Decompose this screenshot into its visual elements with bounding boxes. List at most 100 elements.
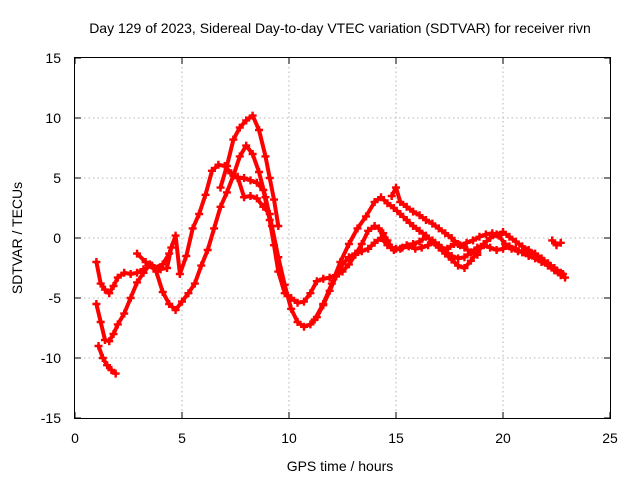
data-point bbox=[409, 207, 418, 216]
data-point bbox=[556, 268, 565, 277]
y-axis-label: SDTVAR / TECUs bbox=[9, 182, 25, 294]
data-point bbox=[460, 243, 469, 252]
data-point bbox=[113, 273, 122, 282]
chart-title: Day 129 of 2023, Sidereal Day-to-day VTE… bbox=[89, 20, 591, 36]
data-point bbox=[454, 261, 463, 270]
data-point bbox=[246, 176, 255, 185]
series-trace-d bbox=[133, 172, 565, 272]
data-point bbox=[344, 253, 353, 262]
y-tick-label: -5 bbox=[49, 290, 62, 306]
data-point bbox=[229, 135, 238, 144]
data-point bbox=[265, 174, 274, 182]
data-point bbox=[163, 264, 172, 272]
data-point bbox=[274, 222, 283, 230]
data-point bbox=[94, 342, 103, 350]
data-point bbox=[165, 249, 174, 258]
data-point bbox=[434, 224, 443, 233]
data-point bbox=[248, 150, 257, 158]
data-point bbox=[120, 268, 129, 277]
data-point bbox=[511, 244, 520, 253]
x-tick-label: 5 bbox=[178, 430, 186, 446]
data-point bbox=[133, 278, 142, 287]
data-point bbox=[222, 162, 231, 170]
data-point bbox=[100, 336, 109, 344]
data-point bbox=[201, 190, 210, 199]
data-point bbox=[175, 270, 184, 278]
data-point bbox=[267, 222, 276, 230]
data-point bbox=[428, 219, 437, 228]
data-point bbox=[364, 244, 373, 253]
data-point bbox=[441, 249, 450, 258]
data-point bbox=[409, 222, 418, 230]
data-point bbox=[171, 231, 180, 240]
data-point bbox=[543, 259, 552, 268]
x-tick-label: 15 bbox=[388, 430, 404, 446]
data-point bbox=[486, 243, 495, 252]
data-point bbox=[524, 252, 533, 260]
data-point bbox=[188, 224, 197, 233]
data-point bbox=[184, 289, 193, 298]
data-point bbox=[287, 304, 296, 313]
data-point bbox=[210, 224, 219, 233]
data-point bbox=[379, 229, 388, 238]
data-point bbox=[105, 337, 114, 346]
data-point bbox=[374, 224, 383, 233]
data-point bbox=[158, 288, 167, 296]
data-point bbox=[100, 285, 109, 294]
data-point bbox=[299, 297, 308, 306]
data-point bbox=[392, 183, 400, 192]
data-point bbox=[233, 172, 242, 181]
data-point bbox=[488, 229, 497, 238]
data-point bbox=[96, 318, 105, 326]
data-point bbox=[167, 243, 176, 252]
data-point bbox=[280, 280, 289, 289]
data-point bbox=[449, 240, 458, 248]
data-point bbox=[248, 111, 257, 120]
data-point bbox=[109, 330, 118, 338]
y-tick-label: 0 bbox=[53, 230, 61, 246]
data-point bbox=[312, 277, 321, 286]
data-point bbox=[252, 178, 261, 187]
data-point bbox=[537, 254, 546, 263]
data-point bbox=[454, 240, 463, 248]
data-point bbox=[96, 279, 105, 288]
data-point bbox=[107, 366, 116, 374]
data-point bbox=[351, 249, 360, 258]
data-point bbox=[178, 297, 186, 306]
data-point bbox=[158, 260, 167, 269]
data-point bbox=[242, 116, 251, 125]
data-point bbox=[319, 274, 328, 283]
data-point bbox=[411, 244, 420, 253]
axis-ticks: 0 5 10 15 20 25 -15 -10 -5 0 5 10 15 bbox=[41, 50, 618, 446]
data-point bbox=[552, 241, 561, 250]
data-point bbox=[396, 244, 405, 253]
x-axis-label: GPS time / hours bbox=[287, 458, 394, 474]
data-point bbox=[389, 204, 398, 212]
data-point bbox=[306, 320, 315, 329]
data-point bbox=[353, 224, 362, 233]
x-tick-label: 10 bbox=[281, 430, 297, 446]
data-point bbox=[287, 294, 296, 302]
x-tick-label: 0 bbox=[71, 430, 79, 446]
data-point bbox=[274, 253, 283, 262]
data-point bbox=[103, 361, 112, 370]
plot-area bbox=[92, 111, 570, 378]
data-point bbox=[499, 244, 507, 253]
data-point bbox=[434, 243, 443, 252]
data-point bbox=[561, 273, 570, 282]
data-point bbox=[109, 282, 118, 290]
data-point bbox=[336, 258, 345, 266]
data-point bbox=[195, 210, 204, 218]
data-point bbox=[190, 279, 199, 288]
data-point bbox=[235, 123, 244, 132]
data-point bbox=[383, 241, 392, 250]
data-point bbox=[505, 242, 514, 251]
data-point bbox=[252, 194, 261, 203]
data-point bbox=[415, 237, 424, 246]
data-point bbox=[370, 222, 379, 230]
data-point bbox=[460, 253, 469, 262]
data-point bbox=[409, 240, 418, 248]
data-point bbox=[499, 228, 507, 236]
data-point bbox=[327, 279, 336, 288]
data-point bbox=[325, 273, 334, 282]
